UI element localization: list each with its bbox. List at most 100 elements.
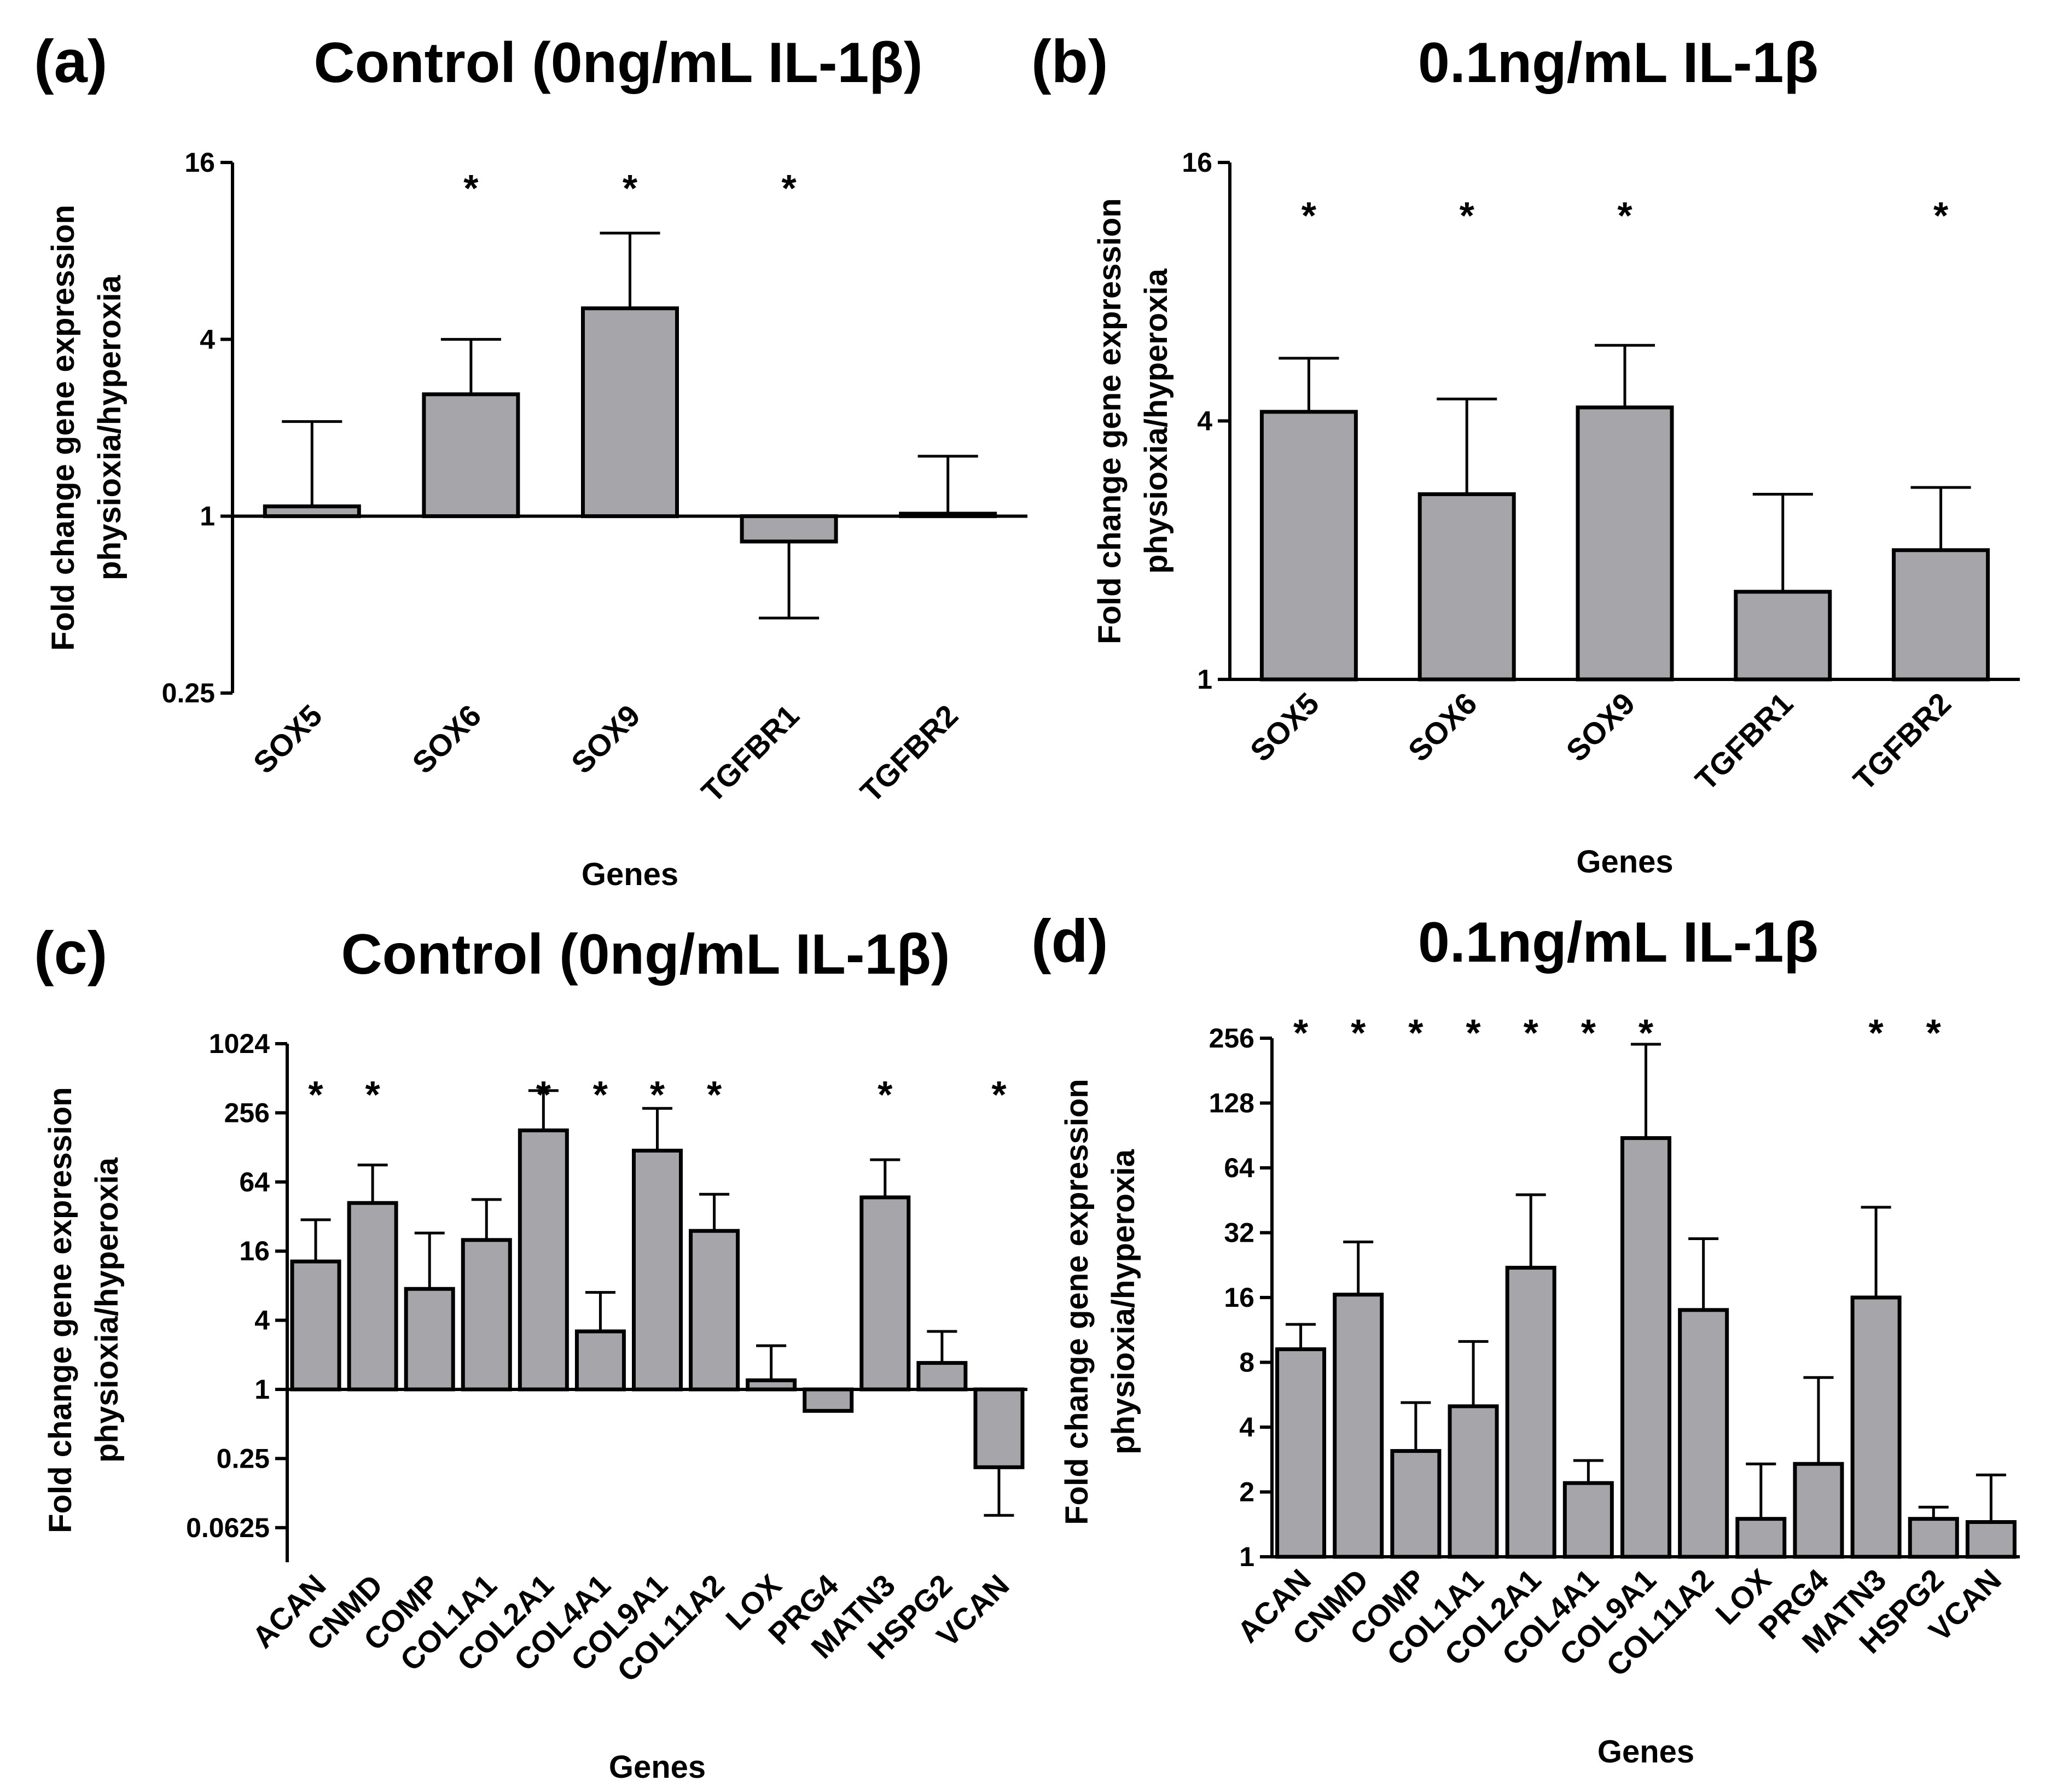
significance-marker: * (878, 1073, 893, 1116)
significance-marker: * (650, 1073, 665, 1116)
significance-marker: * (1868, 1011, 1884, 1054)
bar-sox6 (1417, 492, 1516, 682)
category-label: SOX9 (1559, 686, 1641, 768)
x-axis-title: Genes (582, 857, 678, 892)
bar-tgfbr2 (1892, 548, 1990, 682)
panel-letter: (a) (34, 28, 107, 95)
y-tick-label: 16 (1182, 147, 1212, 178)
y-tick-label: 64 (1224, 1153, 1254, 1183)
significance-marker: * (1408, 1011, 1424, 1054)
bar-col2a1 (518, 1128, 569, 1392)
bar-prg4 (1793, 1462, 1844, 1559)
significance-marker: * (1302, 194, 1317, 237)
panel-b: (b) 0.1ng/mL IL-1β 1 4 16 Fold change gene ex… (1031, 28, 2020, 880)
bar-comp (404, 1287, 455, 1392)
category-label: SOX6 (1401, 686, 1483, 768)
y-tick-label: 1 (254, 1374, 270, 1405)
significance-marker: * (1466, 1011, 1481, 1054)
bar-col4a1 (1562, 1481, 1614, 1559)
significance-marker: * (1581, 1011, 1596, 1054)
y-tick-label: 256 (1209, 1023, 1254, 1054)
y-tick-label: 4 (254, 1305, 270, 1336)
y-tick-label: 16 (239, 1236, 270, 1266)
y-tick-label: 2 (1239, 1477, 1254, 1508)
bar-matn3 (1850, 1295, 1902, 1559)
bar-comp (1390, 1449, 1442, 1559)
panel-title: 0.1ng/mL IL-1β (1418, 911, 1818, 974)
significance-marker: * (1926, 1011, 1942, 1054)
x-axis-title: Genes (1576, 844, 1673, 880)
y-tick-label: 0.25 (217, 1443, 270, 1474)
significance-marker: * (781, 167, 797, 210)
bar-col11a2 (689, 1229, 740, 1392)
bar-sox6 (422, 392, 520, 519)
panel-a: (a) Control (0ng/mL IL-1β) 0.25 1 4 16 Fold ch… (34, 28, 1027, 892)
y-axis-title-line2: physioxia/hyperoxia (89, 1157, 125, 1462)
bar-col4a1 (574, 1329, 626, 1392)
y-axis-title: Fold change gene expression (1092, 198, 1128, 644)
panel-title: Control (0ng/mL IL-1β) (313, 31, 922, 95)
bar-acan (290, 1259, 341, 1392)
panel-letter: (c) (34, 920, 107, 987)
panel-letter: (d) (1031, 907, 1108, 975)
bar-sox9 (581, 306, 679, 519)
significance-marker: * (707, 1073, 722, 1116)
y-tick-label: 1024 (209, 1028, 270, 1059)
bar-col2a1 (1505, 1266, 1556, 1559)
x-axis-title: Genes (609, 1749, 706, 1785)
category-label: TGFBR1 (1688, 686, 1799, 797)
x-axis-title: Genes (1597, 1734, 1694, 1770)
y-axis-title: Fold change gene expression (1059, 1079, 1095, 1525)
bar-tgfbr1 (1734, 590, 1832, 682)
significance-marker: * (1524, 1011, 1539, 1054)
y-axis-title-line2: physioxia/hyperoxia (1106, 1149, 1141, 1454)
significance-marker: * (1460, 194, 1475, 237)
bar-col9a1 (632, 1148, 683, 1392)
y-tick-label: 0.0625 (186, 1512, 270, 1543)
significance-marker: * (623, 167, 638, 210)
bar-matn3 (859, 1195, 911, 1392)
y-tick-label: 4 (1197, 406, 1212, 437)
panel-title: 0.1ng/mL IL-1β (1418, 31, 1818, 95)
significance-marker: * (308, 1073, 323, 1116)
bar-hspg2 (1908, 1517, 1959, 1559)
bar-tgfbr1 (740, 514, 838, 544)
y-tick-label: 32 (1224, 1218, 1254, 1248)
bar-col1a1 (461, 1238, 512, 1392)
significance-marker: * (1351, 1011, 1366, 1054)
bar-vcan (973, 1387, 1025, 1469)
significance-marker: * (1639, 1011, 1654, 1054)
y-tick-label: 16 (1224, 1282, 1254, 1313)
bar-sox5 (1259, 410, 1358, 682)
category-label: TGFBR2 (853, 698, 965, 809)
significance-marker: * (1933, 194, 1949, 237)
category-label: SOX6 (405, 698, 487, 780)
category-label: SOX9 (565, 698, 647, 780)
y-tick-label: 256 (224, 1097, 270, 1128)
y-tick-label: 8 (1239, 1347, 1254, 1378)
significance-marker: * (991, 1073, 1007, 1116)
bar-lox (1735, 1517, 1787, 1559)
y-tick-label: 128 (1209, 1088, 1254, 1119)
bar-prg4 (803, 1387, 854, 1413)
bar-cnmd (1333, 1293, 1384, 1559)
y-axis-title-line2: physioxia/hyperoxia (1138, 268, 1174, 573)
significance-marker: * (536, 1073, 551, 1116)
bar-col9a1 (1620, 1136, 1671, 1559)
bar-hspg2 (916, 1361, 968, 1392)
y-axis-title-line2: physioxia/hyperoxia (92, 275, 127, 580)
category-label: TGFBR1 (695, 698, 806, 809)
panel-c: (c) Control (0ng/mL IL-1β) 0.0625 0.25 1 4 16 6… (34, 920, 1027, 1785)
significance-marker: * (593, 1073, 608, 1116)
bar-vcan (1965, 1520, 2017, 1559)
panel-title: Control (0ng/mL IL-1β) (341, 923, 950, 986)
bar-sox9 (1576, 405, 1674, 682)
significance-marker: * (463, 167, 479, 210)
panel-d: (d) 0.1ng/mL IL-1β 1 2 4 8 16 32 64 128 256 Fold ch… (1031, 907, 2020, 1770)
y-tick-label: 0.25 (162, 678, 215, 708)
bar-col1a1 (1448, 1404, 1499, 1559)
category-label: TGFBR2 (1846, 686, 1957, 797)
y-tick-label: 16 (184, 147, 215, 178)
bar-cnmd (347, 1201, 398, 1392)
